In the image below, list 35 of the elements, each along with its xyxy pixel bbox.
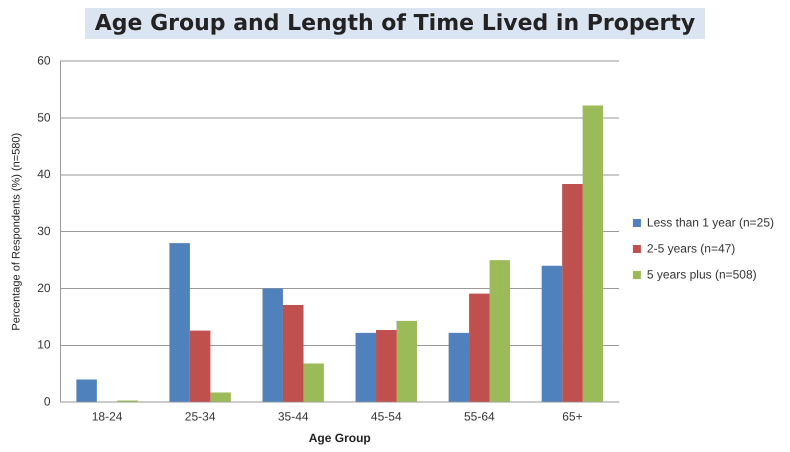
x-tick-label: 25-34 — [184, 410, 216, 424]
bar — [490, 260, 510, 402]
bar — [376, 330, 397, 402]
x-tick-label: 45-54 — [370, 410, 402, 424]
bar — [190, 330, 210, 402]
y-tick-label: 10 — [37, 338, 51, 352]
y-tick-label: 20 — [37, 280, 51, 295]
y-tick-label: 0 — [44, 394, 51, 409]
bar — [562, 184, 583, 402]
bar — [210, 392, 231, 402]
bar — [356, 332, 376, 402]
legend-label: 5 years plus (n=508) — [646, 267, 757, 282]
y-axis-title: Percentage of Respondents (%) (n=580) — [10, 132, 23, 331]
legend-label: Less than 1 year (n=25) — [646, 215, 774, 230]
x-tick-label: 18-24 — [92, 410, 123, 424]
x-axis-title: Age Group — [308, 431, 371, 446]
y-tick-label: 40 — [37, 167, 51, 182]
bar — [282, 305, 304, 402]
bar — [303, 364, 324, 402]
legend-label: 2-5 years (n=47) — [646, 241, 736, 256]
chart-title: Age Group and Length of Time Lived in Property — [84, 8, 706, 39]
bar — [262, 288, 283, 402]
x-tick-label: 35-44 — [278, 410, 309, 424]
bar — [582, 106, 604, 402]
y-tick-label: 50 — [37, 110, 51, 124]
bar — [469, 294, 490, 402]
bar — [396, 320, 417, 402]
y-tick-label: 60 — [37, 54, 51, 68]
bar — [448, 332, 470, 402]
bar — [169, 243, 190, 402]
bar — [542, 266, 562, 402]
x-tick-label: 65+ — [562, 410, 583, 424]
x-tick-label: 55-64 — [464, 410, 495, 424]
bar — [76, 379, 97, 402]
y-tick-label: 30 — [37, 224, 51, 238]
